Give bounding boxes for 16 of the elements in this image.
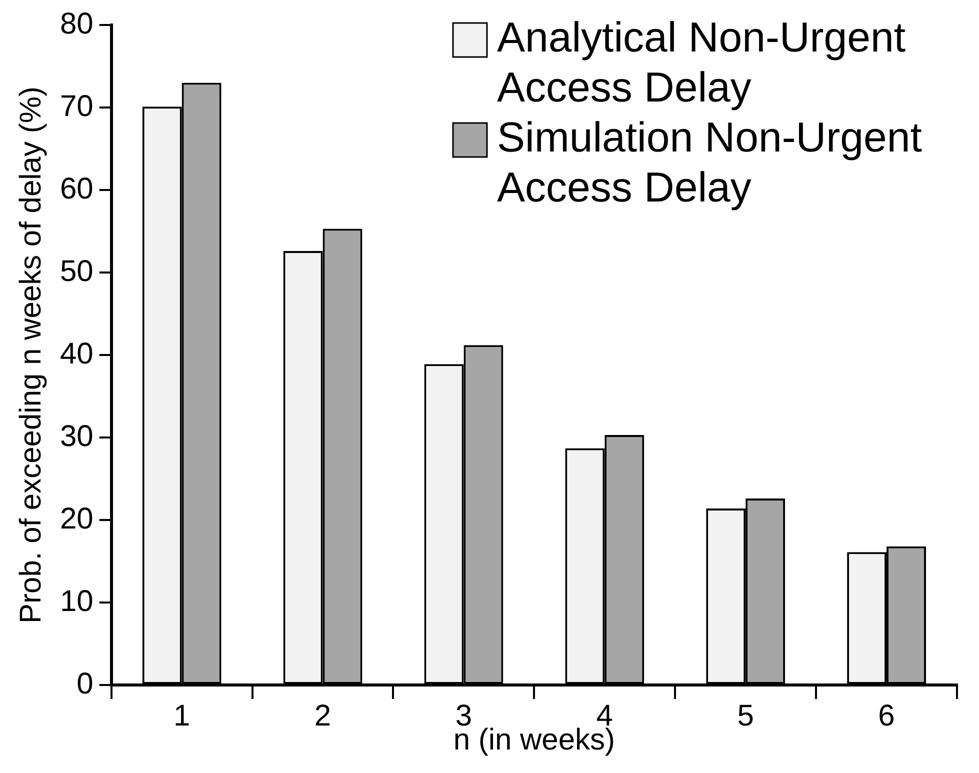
y-tick-label: 30 [60, 420, 94, 453]
x-tick-label: 2 [314, 699, 332, 732]
legend-label: Simulation Non-Urgent Access Delay [497, 114, 922, 211]
y-tick-label: 20 [60, 502, 94, 536]
x-tick-label: 6 [878, 699, 895, 732]
y-tick-label: 10 [60, 584, 94, 618]
y-tick-label: 40 [60, 337, 94, 370]
y-axis-title: Prob. of exceeding n weeks of delay (%) [14, 86, 48, 624]
y-tick-label: 60 [60, 172, 94, 206]
y-tick-label: 50 [60, 254, 94, 288]
x-tick-label: 5 [737, 699, 754, 732]
legend-label: Analytical Non-Urgent Access Delay [497, 14, 906, 111]
x-tick-label: 1 [173, 699, 190, 732]
y-tick-label: 70 [60, 90, 94, 123]
y-tick-label: 0 [76, 667, 94, 700]
y-tick-label: 80 [60, 7, 94, 40]
